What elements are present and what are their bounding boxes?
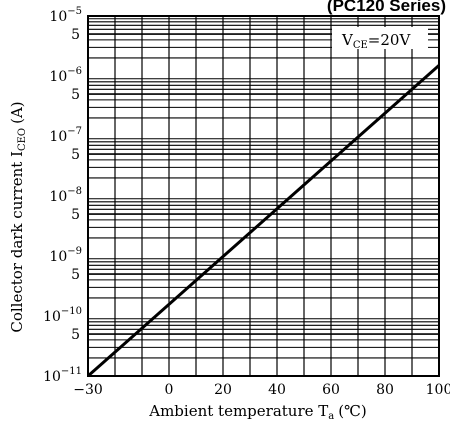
x-tick-label: 60: [322, 382, 340, 398]
y-tick-label: 10−9: [49, 246, 82, 265]
y-tick-label: 10−11: [43, 366, 82, 385]
x-tick-label: 20: [214, 382, 232, 398]
y-minor-tick-label: 5: [71, 207, 80, 223]
x-tick-label: 40: [268, 382, 286, 398]
plot-frame: [87, 15, 440, 377]
series-line: [87, 64, 440, 378]
y-tick-label: 10−6: [49, 66, 82, 85]
y-minor-tick-label: 5: [71, 87, 80, 103]
x-tick-labels: −30 0 20 40 60 80 100: [73, 382, 450, 398]
y-axis-label: Collector dark current ICEO(A): [8, 101, 28, 332]
x-tick-label: 100: [426, 382, 450, 398]
y-tick-label: 10−10: [43, 306, 82, 325]
x-axis-label: Ambient temperature Ta (℃): [148, 402, 366, 422]
condition-label-background: [332, 27, 428, 49]
y-tick-labels: 10−5 5 10−6 5 10−7 5 10−8 5 10−9 5 10−10 5 10−11: [43, 6, 82, 385]
y-tick-label: 10−7: [49, 126, 82, 145]
chart-grid: [87, 16, 440, 376]
y-minor-tick-label: 5: [71, 147, 80, 163]
x-tick-label: 0: [165, 382, 174, 398]
y-minor-tick-label: 5: [71, 267, 80, 283]
x-tick-label: −30: [73, 382, 103, 398]
y-tick-label: 10−5: [49, 6, 82, 25]
y-minor-tick-label: 5: [71, 27, 80, 43]
y-tick-label: 10−8: [49, 186, 82, 205]
x-tick-label: 80: [376, 382, 394, 398]
chart-series-title: (PC120 Series): [327, 0, 446, 15]
condition-label: VCE=20V: [341, 31, 411, 51]
y-minor-tick-label: 5: [71, 327, 80, 343]
